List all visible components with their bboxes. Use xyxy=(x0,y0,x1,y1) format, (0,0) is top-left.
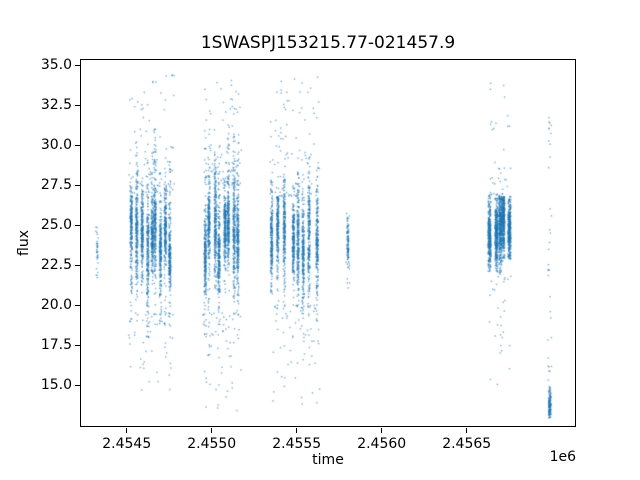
y-tick-mark xyxy=(75,184,80,186)
x-tick-mark xyxy=(296,428,298,433)
y-tick-label: 27.5 xyxy=(40,177,72,193)
x-tick-label: 2.4555 xyxy=(272,436,322,452)
y-tick-mark xyxy=(75,304,80,306)
x-axis-offset-text: 1e6 xyxy=(549,449,576,465)
y-tick-label: 30.0 xyxy=(40,137,72,153)
y-axis-label: flux xyxy=(16,230,32,256)
y-tick-label: 35.0 xyxy=(40,57,72,73)
x-tick-label: 2.4560 xyxy=(357,436,407,452)
y-tick-label: 17.5 xyxy=(40,337,72,353)
x-tick-label: 2.4545 xyxy=(102,436,152,452)
y-tick-mark xyxy=(75,104,80,106)
y-tick-mark xyxy=(75,224,80,226)
x-tick-mark xyxy=(381,428,383,433)
x-tick-mark xyxy=(211,428,213,433)
y-tick-mark xyxy=(75,144,80,146)
x-tick-mark xyxy=(126,428,128,433)
y-tick-mark xyxy=(75,384,80,386)
y-tick-label: 25.0 xyxy=(40,217,72,233)
y-tick-mark xyxy=(75,64,80,66)
x-tick-label: 2.4565 xyxy=(442,436,492,452)
x-tick-label: 2.4550 xyxy=(187,436,237,452)
y-tick-label: 22.5 xyxy=(40,257,72,273)
scatter-canvas xyxy=(80,59,576,427)
y-tick-mark xyxy=(75,344,80,346)
y-tick-mark xyxy=(75,264,80,266)
y-tick-label: 15.0 xyxy=(40,377,72,393)
chart-title: 1SWASPJ153215.77-021457.9 xyxy=(200,33,456,53)
x-axis-label: time xyxy=(312,452,344,468)
y-tick-label: 32.5 xyxy=(40,97,72,113)
x-tick-mark xyxy=(466,428,468,433)
y-tick-label: 20.0 xyxy=(40,297,72,313)
